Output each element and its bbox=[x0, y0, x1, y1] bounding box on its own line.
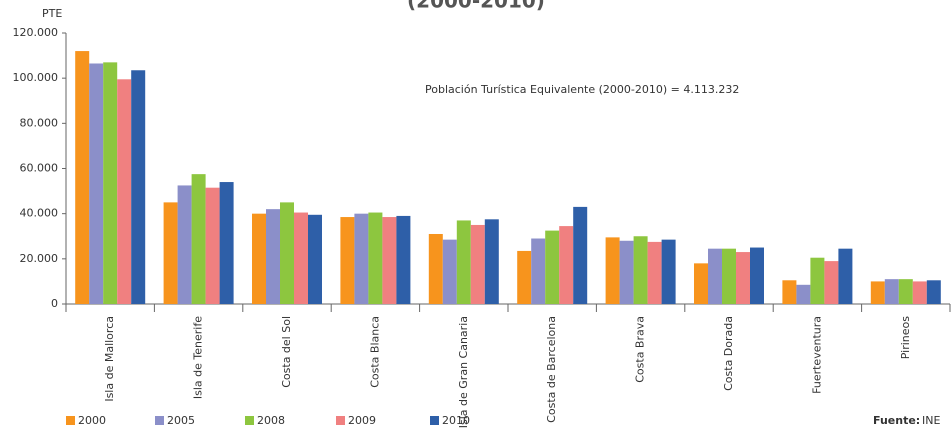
bar bbox=[517, 250, 532, 304]
bar bbox=[661, 239, 676, 304]
annotation: Población Turística Equivalente (2000-20… bbox=[425, 83, 739, 96]
bar bbox=[870, 281, 885, 304]
bar bbox=[796, 284, 811, 304]
bar bbox=[117, 79, 132, 304]
bar bbox=[633, 236, 648, 304]
bar bbox=[545, 230, 560, 304]
bar bbox=[722, 248, 736, 304]
y-tick-label: 20.000 bbox=[20, 252, 59, 265]
bar bbox=[750, 247, 764, 304]
bar bbox=[531, 238, 546, 304]
bar bbox=[912, 281, 927, 304]
y-axis-label: PTE bbox=[42, 7, 62, 20]
y-tick-label: 0 bbox=[51, 297, 58, 310]
bar bbox=[484, 219, 499, 304]
x-tick-label: Fuerteventura bbox=[810, 316, 823, 394]
bar bbox=[252, 213, 266, 304]
bar bbox=[428, 233, 443, 304]
bar bbox=[810, 257, 825, 304]
x-tick-label: Costa Dorada bbox=[722, 316, 735, 391]
bar bbox=[382, 217, 397, 304]
bar bbox=[308, 214, 322, 304]
chart-title: (2000-2010) bbox=[407, 0, 545, 13]
legend-label: 2000 bbox=[78, 414, 106, 427]
bar bbox=[368, 212, 383, 304]
bar bbox=[898, 279, 913, 304]
bar bbox=[619, 240, 634, 304]
bar bbox=[442, 239, 457, 304]
bar bbox=[647, 241, 662, 304]
bar bbox=[280, 202, 294, 304]
bar bbox=[736, 252, 750, 304]
bar bbox=[396, 215, 411, 304]
bar bbox=[559, 226, 574, 304]
x-tick-label: Isla de Mallorca bbox=[103, 316, 116, 402]
y-tick-label: 120.000 bbox=[13, 26, 59, 39]
bar bbox=[926, 280, 941, 304]
bar bbox=[824, 261, 839, 304]
bar bbox=[103, 62, 118, 304]
bar bbox=[470, 224, 485, 304]
bar bbox=[219, 182, 234, 304]
bar bbox=[838, 248, 853, 304]
x-tick-label: Costa Brava bbox=[634, 316, 647, 383]
legend-swatch bbox=[155, 416, 164, 425]
legend-label: 2009 bbox=[348, 414, 376, 427]
x-tick-label: Costa del Sol bbox=[280, 316, 293, 388]
bar bbox=[884, 279, 899, 304]
source-label: Fuente: bbox=[873, 414, 920, 427]
x-tick-label: Isla de Gran Canaria bbox=[457, 316, 470, 428]
x-tick-label: Costa Blanca bbox=[368, 316, 381, 388]
y-tick-label: 80.000 bbox=[20, 116, 59, 129]
bar bbox=[89, 63, 104, 304]
bar bbox=[191, 174, 206, 304]
x-tick-label: Pirineos bbox=[899, 316, 912, 359]
bar bbox=[354, 213, 369, 304]
legend-swatch bbox=[430, 416, 439, 425]
y-tick-label: 60.000 bbox=[20, 162, 59, 175]
bar bbox=[205, 187, 220, 304]
legend-swatch bbox=[336, 416, 345, 425]
bar bbox=[266, 209, 280, 304]
y-tick-label: 40.000 bbox=[20, 207, 59, 220]
bar bbox=[456, 220, 471, 304]
legend-swatch bbox=[66, 416, 75, 425]
bar bbox=[75, 51, 90, 304]
x-tick-label: Isla de Tenerife bbox=[192, 316, 205, 399]
bar bbox=[605, 237, 620, 304]
legend-label: 2008 bbox=[257, 414, 285, 427]
bar bbox=[177, 185, 192, 304]
bar bbox=[782, 280, 797, 304]
legend-label: 2010 bbox=[442, 414, 470, 427]
bar bbox=[294, 212, 308, 304]
y-tick-label: 100.000 bbox=[13, 71, 59, 84]
bar bbox=[694, 263, 708, 304]
bar bbox=[163, 202, 178, 304]
x-tick-label: Costa de Barcelona bbox=[545, 316, 558, 423]
legend-swatch bbox=[245, 416, 254, 425]
source: INE bbox=[922, 414, 940, 427]
bar bbox=[131, 70, 146, 304]
legend-label: 2005 bbox=[167, 414, 195, 427]
bar bbox=[573, 206, 588, 304]
bar bbox=[708, 248, 722, 304]
bar bbox=[340, 217, 355, 304]
